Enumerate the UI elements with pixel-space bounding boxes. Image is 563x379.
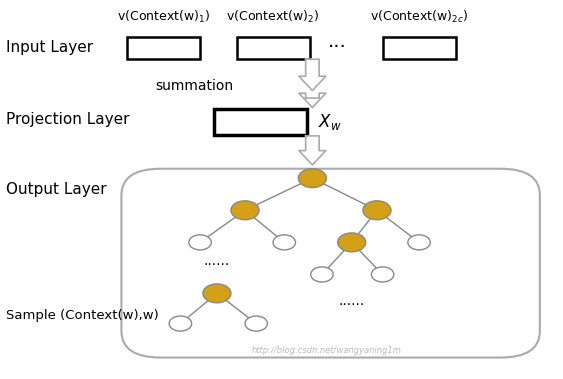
Circle shape xyxy=(408,235,430,250)
Circle shape xyxy=(273,235,296,250)
Polygon shape xyxy=(299,59,326,91)
Text: v(Context(w)$_{2c}$): v(Context(w)$_{2c}$) xyxy=(370,9,468,25)
Text: Projection Layer: Projection Layer xyxy=(6,112,130,127)
Text: Input Layer: Input Layer xyxy=(6,41,93,55)
Text: http://blog.csdn.net/wangyaning1m: http://blog.csdn.net/wangyaning1m xyxy=(252,346,401,354)
Circle shape xyxy=(245,316,267,331)
Circle shape xyxy=(203,284,231,303)
Text: ......: ...... xyxy=(204,254,230,268)
Circle shape xyxy=(311,267,333,282)
Bar xyxy=(127,36,200,59)
Text: Sample (Context(w),w): Sample (Context(w),w) xyxy=(6,310,159,323)
Text: $X_w$: $X_w$ xyxy=(318,112,342,132)
Circle shape xyxy=(363,201,391,220)
Bar xyxy=(214,109,307,135)
Bar xyxy=(236,36,310,59)
Text: ···: ··· xyxy=(328,38,347,57)
Circle shape xyxy=(372,267,394,282)
Circle shape xyxy=(338,233,366,252)
Circle shape xyxy=(231,201,259,220)
Text: Output Layer: Output Layer xyxy=(6,182,107,197)
Circle shape xyxy=(169,316,191,331)
Circle shape xyxy=(189,235,211,250)
Text: summation: summation xyxy=(155,79,234,92)
Text: v(Context(w)$_2$): v(Context(w)$_2$) xyxy=(226,9,320,25)
Text: v(Context(w)$_1$): v(Context(w)$_1$) xyxy=(117,9,210,25)
Polygon shape xyxy=(299,93,326,108)
FancyBboxPatch shape xyxy=(122,169,540,357)
Bar xyxy=(383,36,455,59)
Polygon shape xyxy=(299,136,326,165)
Text: ......: ...... xyxy=(338,294,365,308)
Circle shape xyxy=(298,169,327,188)
